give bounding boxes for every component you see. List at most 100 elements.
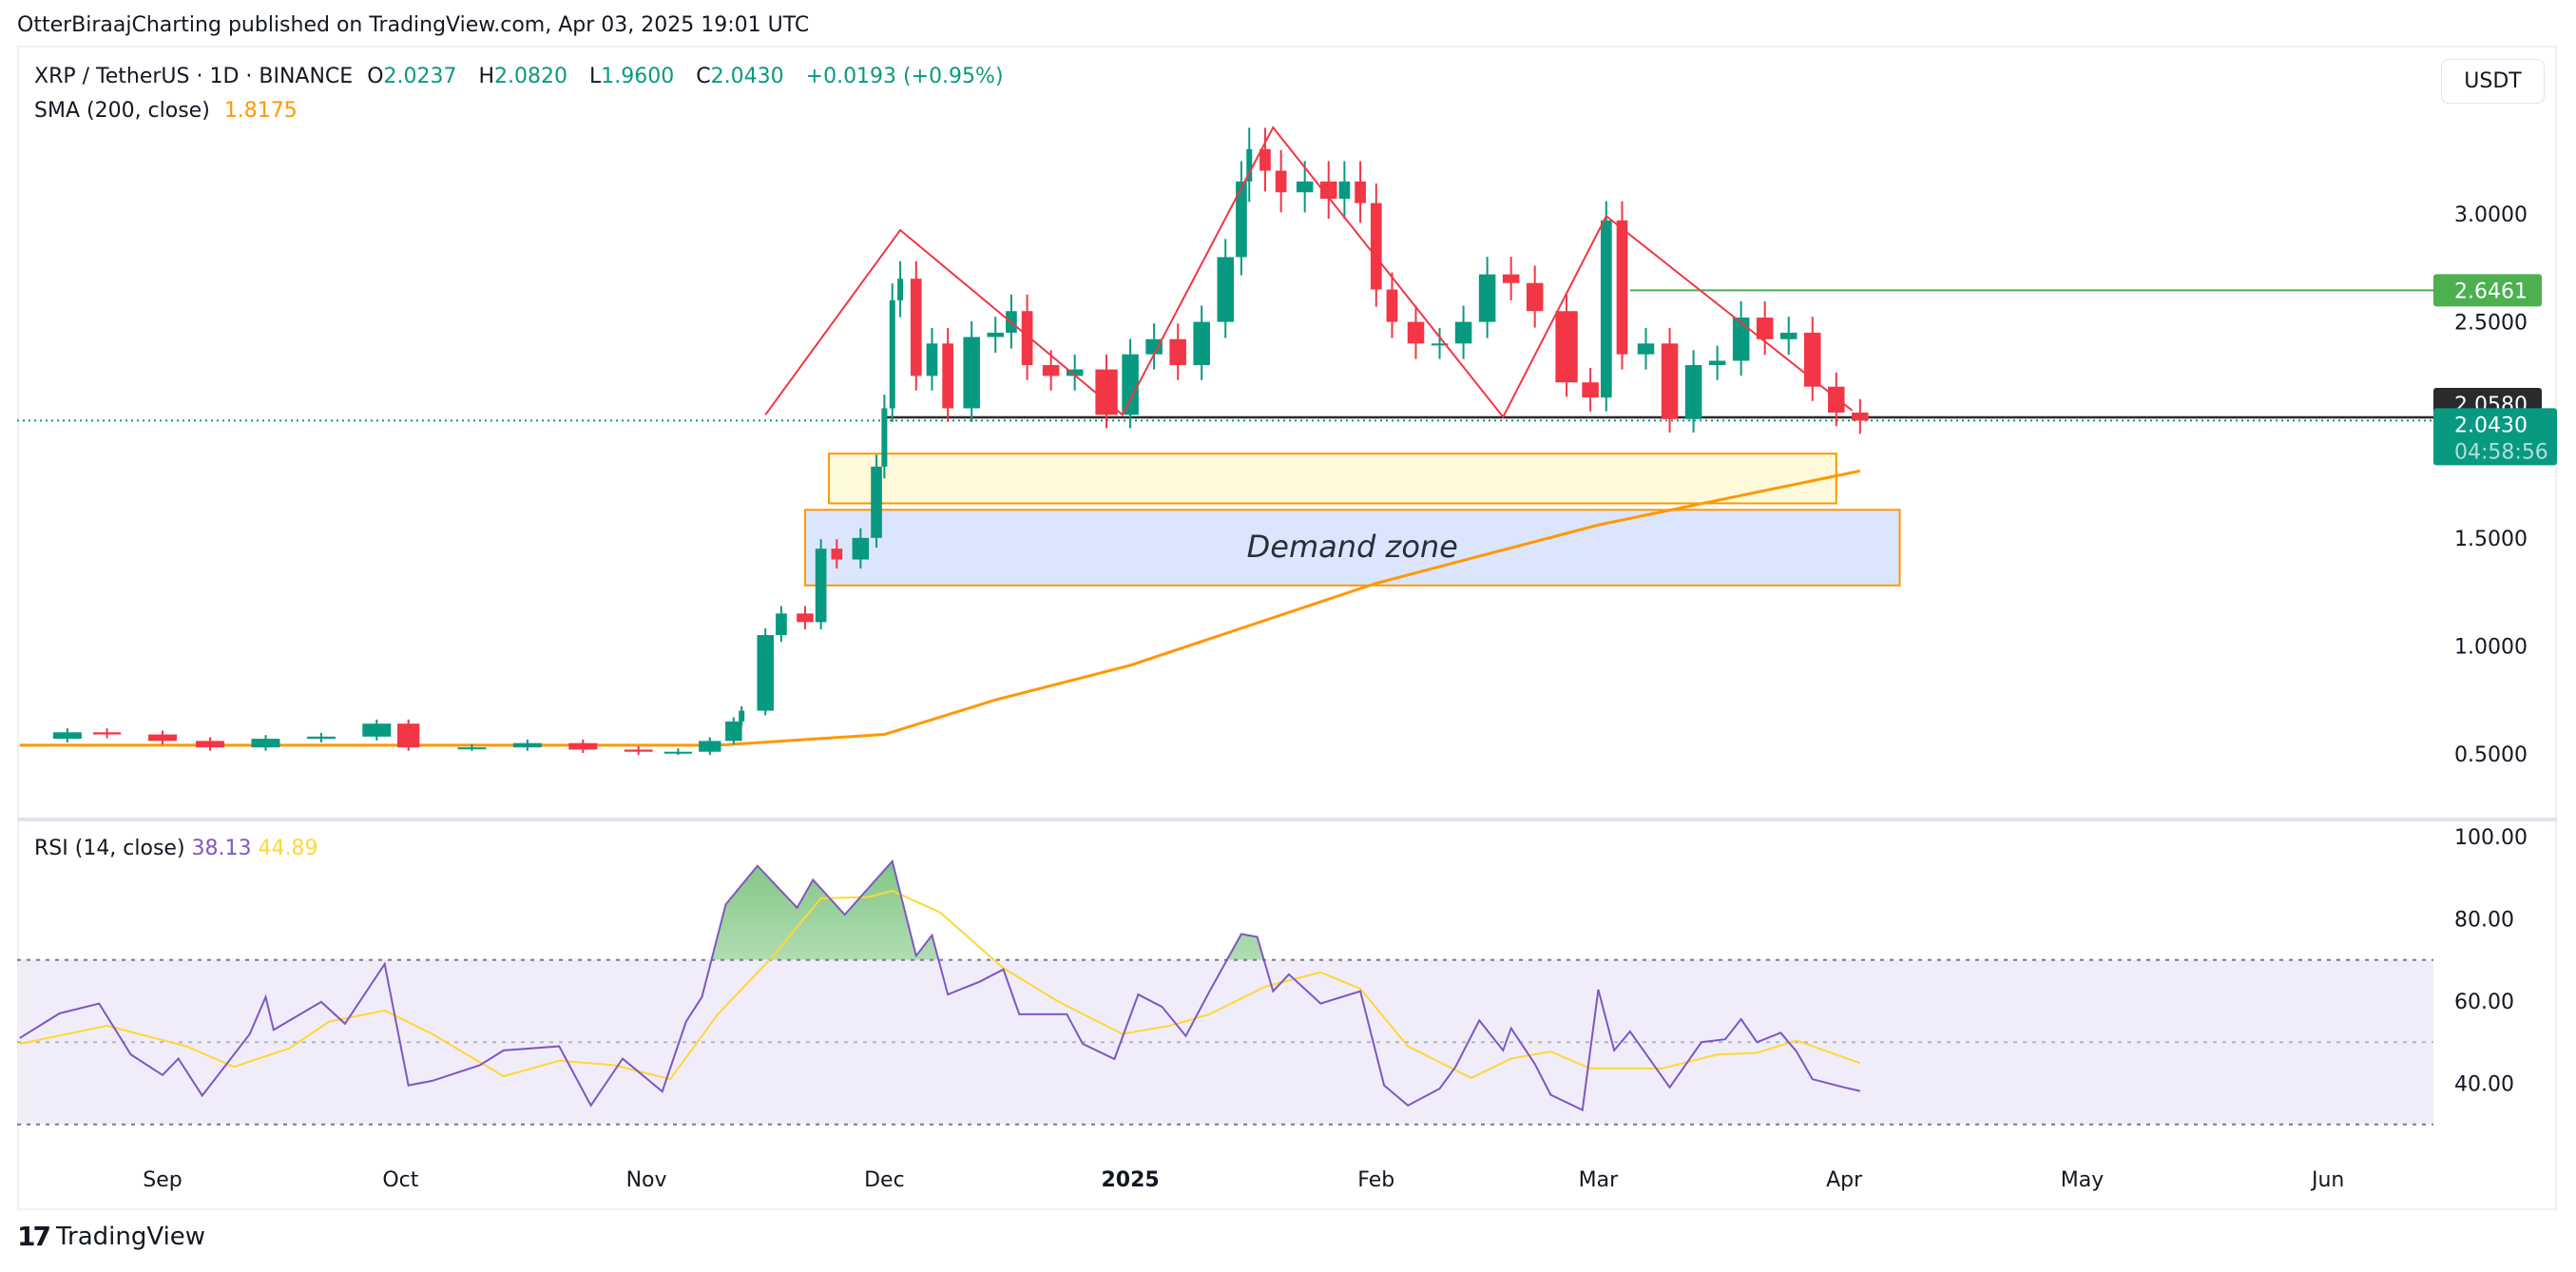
candle-body <box>1259 148 1271 171</box>
symbol-name[interactable]: XRP / TetherUS · 1D · BINANCE <box>34 65 354 88</box>
price-axis-label: 3.0000 <box>2454 203 2528 227</box>
candle-body <box>148 734 177 742</box>
rsi-label[interactable]: RSI (14, close) <box>34 837 185 860</box>
time-axis-label: 2025 <box>1101 1168 1159 1192</box>
rsi-value: 38.13 <box>191 837 252 860</box>
rsi-legend: RSI (14, close) 38.13 44.89 <box>34 837 318 860</box>
resistance-price-badge-bg <box>2433 274 2542 307</box>
candle-body <box>926 343 938 376</box>
candle-body <box>1066 369 1084 376</box>
tradingview-logo[interactable]: 17 TradingView <box>17 1221 205 1252</box>
candle-body <box>457 747 487 750</box>
candle-body <box>1478 274 1496 322</box>
candle-body <box>1661 343 1679 419</box>
candle-body <box>1828 386 1845 414</box>
candle-body <box>1122 354 1139 415</box>
candle-body <box>1386 289 1398 322</box>
candle-body <box>739 710 745 722</box>
candle-body <box>1042 365 1060 376</box>
candle-body <box>1236 181 1247 258</box>
time-axis-label: May <box>2061 1168 2104 1192</box>
time-axis-label: Oct <box>382 1168 418 1192</box>
candle-body <box>1852 413 1869 421</box>
time-axis-label: Dec <box>864 1168 905 1192</box>
candle-body <box>663 751 693 754</box>
sma-200-line <box>19 469 1861 747</box>
chart-frame <box>17 46 2557 1210</box>
candle-body <box>1021 311 1033 366</box>
countdown-label: 04:58:56 <box>2454 440 2548 464</box>
candle-body <box>1756 318 1774 339</box>
candle-body <box>1708 360 1726 366</box>
currency-button[interactable]: USDT <box>2441 59 2545 104</box>
candle-body <box>624 749 653 752</box>
time-axis-label: Apr <box>1826 1168 1863 1192</box>
candle-body <box>1779 332 1797 339</box>
candle-body <box>306 736 336 740</box>
last-price-badge: 2.0430 <box>2454 414 2528 437</box>
time-axis-label: Jun <box>2310 1168 2344 1192</box>
candle-body <box>725 721 742 742</box>
candle-body <box>1555 311 1578 383</box>
sma-value: 1.8175 <box>223 99 298 123</box>
candle-body <box>1169 338 1186 366</box>
pattern-zigzag-line <box>764 125 1854 419</box>
ohlc-high: H2.0820 <box>478 65 568 88</box>
published-caption: OtterBiraajCharting published on Trading… <box>17 13 810 37</box>
candle-body <box>1502 274 1520 283</box>
candle-body <box>1684 365 1702 419</box>
rsi-axis-label: 80.00 <box>2454 909 2514 933</box>
candle-body <box>1095 369 1118 415</box>
candle-body <box>1319 181 1337 200</box>
price-change: +0.0193 (+0.95%) <box>805 65 1004 88</box>
candle-body <box>987 332 1004 337</box>
candle-body <box>196 741 225 748</box>
candle-body <box>568 742 598 750</box>
rsi-axis-label: 60.00 <box>2454 991 2514 1014</box>
time-axis-label: Feb <box>1357 1168 1394 1192</box>
ohlc-close: C2.0430 <box>696 65 784 88</box>
candle-body <box>910 279 922 376</box>
candle-body <box>1145 338 1163 355</box>
candle-body <box>815 549 827 623</box>
price-axis-label: 2.5000 <box>2454 312 2528 336</box>
candle-body <box>1407 321 1425 344</box>
candle-body <box>797 613 814 623</box>
candle-body <box>1275 170 1287 193</box>
candle-body <box>1217 257 1234 322</box>
candle-body <box>251 739 280 748</box>
candle-body <box>1296 181 1314 193</box>
rsi-ma-line <box>19 890 1861 1081</box>
ohlc-low: L1.9600 <box>589 65 675 88</box>
candle-body <box>1732 318 1750 361</box>
sma-label[interactable]: SMA (200, close) <box>34 99 210 123</box>
resistance-price-badge: 2.6461 <box>2454 279 2528 303</box>
candle-body <box>397 723 420 748</box>
rsi-line <box>19 858 1861 1112</box>
demand-zone-label: Demand zone <box>1247 529 1458 565</box>
candle-body <box>1370 202 1382 290</box>
price-axis-label: 1.0000 <box>2454 635 2528 659</box>
candle-body <box>757 635 774 711</box>
candle-body <box>831 549 843 560</box>
candle-body <box>1600 220 1612 398</box>
candle-body <box>1582 382 1599 398</box>
zone-box-1 <box>803 509 1901 587</box>
tradingview-logo-icon: 17 <box>17 1221 51 1252</box>
candle-body <box>897 279 904 300</box>
candle-body <box>1454 321 1472 344</box>
candle-body <box>942 343 953 409</box>
candle-body <box>1246 148 1253 182</box>
candle-body <box>852 537 870 560</box>
candle-body <box>889 299 895 409</box>
candle-body <box>1431 343 1449 346</box>
candle-body <box>1338 181 1351 200</box>
symbol-legend: XRP / TetherUS · 1D · BINANCE O2.0237 H2… <box>34 65 1011 88</box>
candle-body <box>1637 343 1655 355</box>
zone-box-0 <box>827 453 1837 505</box>
candle-body <box>1355 181 1366 203</box>
ohlc-open: O2.0237 <box>367 65 457 88</box>
candle-body <box>881 408 888 467</box>
rsi-axis-label: 100.00 <box>2454 826 2528 850</box>
